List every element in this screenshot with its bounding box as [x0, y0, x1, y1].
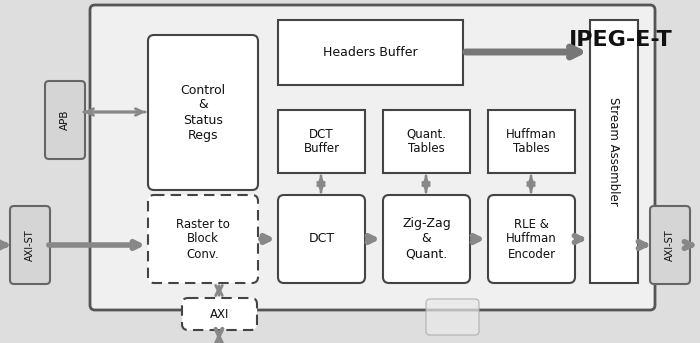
Text: Raster to
Block
Conv.: Raster to Block Conv. — [176, 217, 230, 260]
FancyBboxPatch shape — [90, 5, 655, 310]
Bar — [590, 20, 638, 283]
FancyBboxPatch shape — [650, 206, 690, 284]
Text: Huffman
Tables: Huffman Tables — [506, 128, 557, 155]
Text: APB: APB — [60, 110, 70, 130]
FancyBboxPatch shape — [278, 195, 365, 283]
Text: Quant.
Tables: Quant. Tables — [407, 128, 447, 155]
Text: DCT
Buffer: DCT Buffer — [303, 128, 340, 155]
Text: Control
&
Status
Regs: Control & Status Regs — [181, 83, 225, 142]
Text: AXI-ST: AXI-ST — [665, 229, 675, 261]
FancyBboxPatch shape — [10, 206, 50, 284]
Text: RLE &
Huffman
Encoder: RLE & Huffman Encoder — [506, 217, 557, 260]
Text: Headers Buffer: Headers Buffer — [323, 46, 418, 59]
FancyBboxPatch shape — [488, 195, 575, 283]
FancyBboxPatch shape — [182, 298, 257, 330]
Bar — [278, 20, 463, 85]
Bar — [488, 110, 575, 173]
Text: Zig-Zag
&
Quant.: Zig-Zag & Quant. — [402, 217, 451, 260]
FancyBboxPatch shape — [426, 299, 479, 335]
FancyBboxPatch shape — [148, 195, 258, 283]
FancyBboxPatch shape — [383, 195, 470, 283]
Text: Stream Assembler: Stream Assembler — [608, 97, 620, 206]
Text: JPEG-E-T: JPEG-E-T — [568, 30, 672, 50]
Bar — [383, 110, 470, 173]
Text: DCT: DCT — [309, 233, 335, 246]
Bar — [278, 110, 365, 173]
Text: AXI: AXI — [210, 308, 229, 320]
FancyBboxPatch shape — [148, 35, 258, 190]
FancyBboxPatch shape — [45, 81, 85, 159]
Text: AXI-ST: AXI-ST — [25, 229, 35, 261]
